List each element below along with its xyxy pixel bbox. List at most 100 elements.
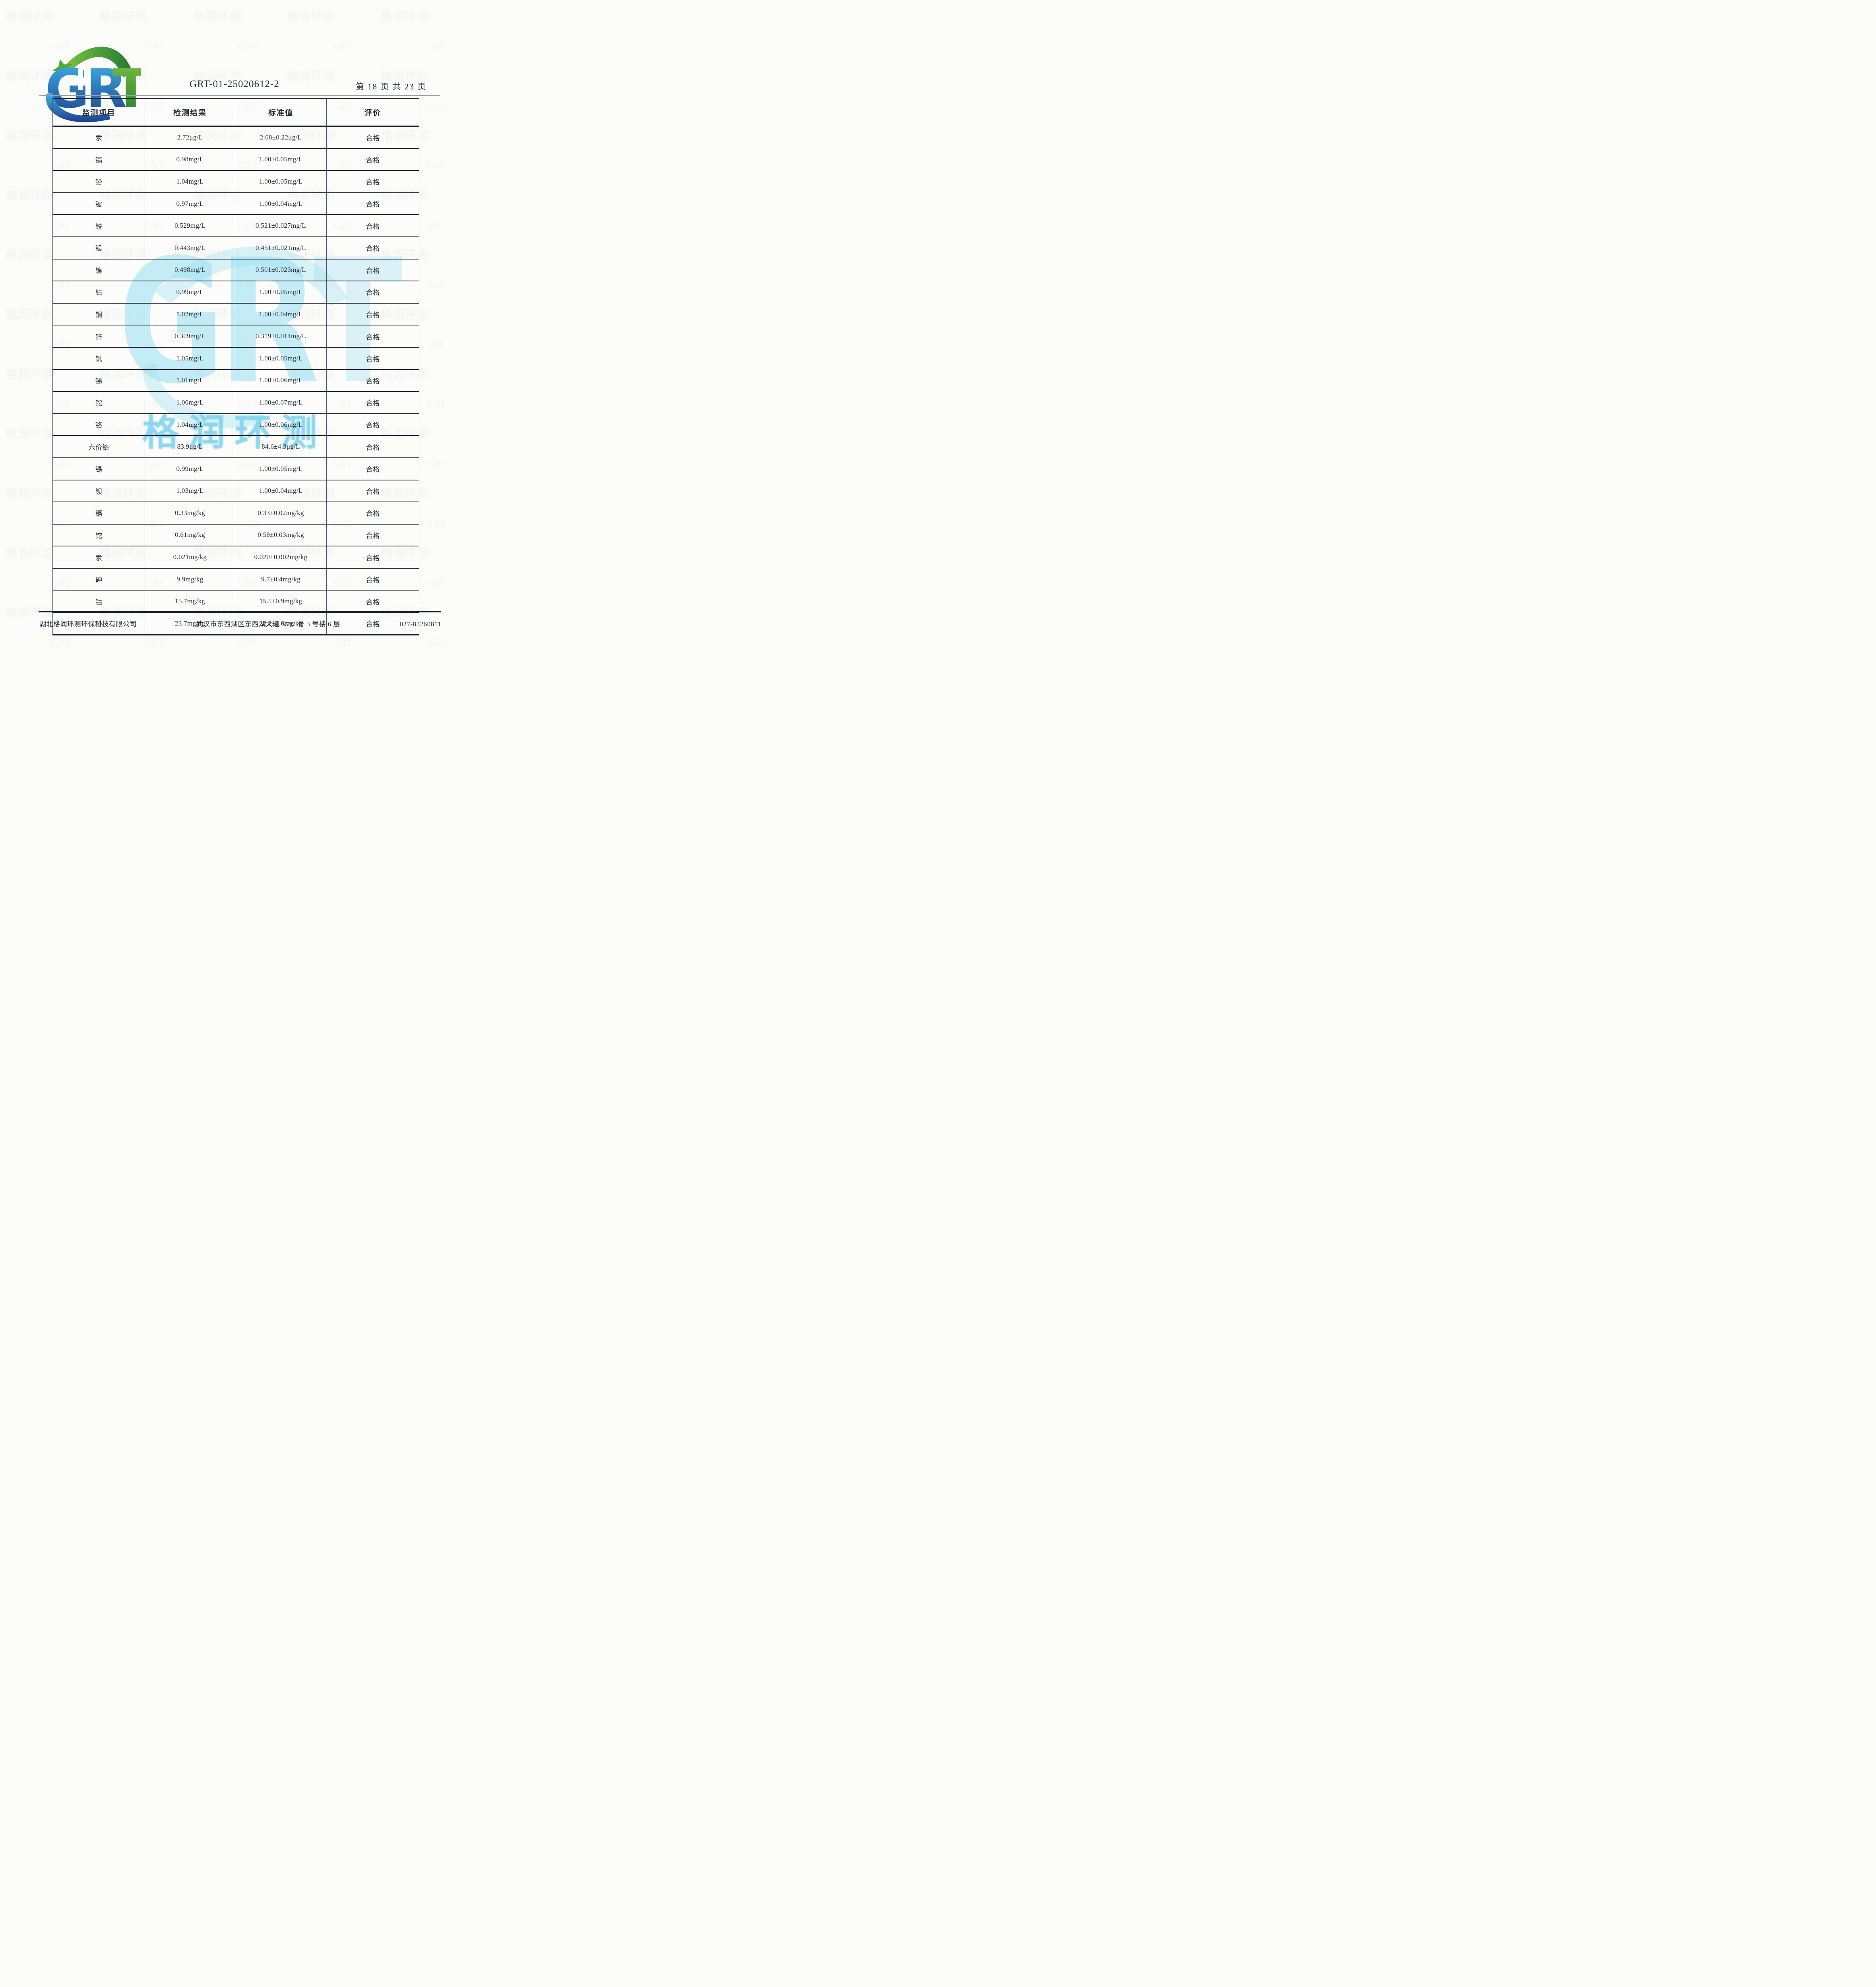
table-row: 钴 0.99mg/L 1.00±0.05mg/L 合格	[52, 281, 419, 304]
evaluation: 合格	[326, 347, 419, 370]
table-row: 锌 0.309mg/L 0.319±0.014mg/L 合格	[52, 325, 419, 348]
standard-value: 0.33±0.02mg/kg	[235, 502, 327, 525]
table-row: 汞 0.021mg/kg 0.020±0.002mg/kg 合格	[52, 546, 419, 569]
item-name: 镍	[52, 259, 145, 282]
col-header-evaluation: 评价	[326, 98, 419, 127]
table-row: 锑 1.01mg/L 1.00±0.06mg/L 合格	[52, 369, 419, 392]
standard-value: 1.00±0.04mg/L	[235, 480, 327, 503]
item-name: 铜	[52, 303, 145, 326]
table-row: 砷 9.9mg/kg 9.7±0.4mg/kg 合格	[52, 568, 419, 591]
result-value: 9.9mg/kg	[145, 568, 235, 591]
table-row: 锡 0.99mg/L 1.00±0.05mg/L 合格	[52, 457, 419, 480]
report-code: GRT-01-25020612-2	[190, 79, 279, 89]
item-name: 铊	[52, 391, 145, 414]
table-row: 镍 0.498mg/L 0.501±0.023mg/L 合格	[52, 259, 419, 282]
logo-star-icon	[52, 59, 73, 77]
item-name: 铬	[52, 413, 145, 436]
table-row: 钒 1.05mg/L 1.00±0.05mg/L 合格	[52, 347, 419, 370]
result-value: 1.06mg/L	[145, 391, 235, 414]
evaluation: 合格	[326, 236, 419, 260]
standard-value: 0.58±0.03mg/kg	[235, 524, 327, 547]
standard-value: 1.00±0.05mg/L	[235, 148, 327, 171]
evaluation: 合格	[326, 524, 419, 547]
evaluation: 合格	[326, 170, 419, 193]
result-value: 0.309mg/L	[145, 325, 235, 348]
standard-value: 1.00±0.04mg/L	[235, 303, 327, 326]
evaluation: 合格	[326, 413, 419, 436]
standard-value: 1.00±0.07mg/L	[235, 391, 327, 414]
table-row: 汞 2.72μg/L 2.68±0.22μg/L 合格	[52, 126, 419, 149]
item-name: 钴	[52, 281, 145, 304]
result-value: 0.99mg/L	[145, 281, 235, 304]
item-name: 六价铬	[52, 436, 145, 458]
evaluation: 合格	[326, 546, 419, 569]
standard-value: 1.00±0.05mg/L	[235, 281, 327, 304]
result-value: 0.443mg/L	[145, 236, 235, 260]
item-name: 镉	[52, 502, 145, 525]
result-value: 0.61mg/kg	[145, 524, 235, 547]
footer-phone: 027-83260811	[399, 620, 441, 628]
item-name: 钒	[52, 347, 145, 370]
evaluation: 合格	[326, 612, 419, 635]
table-row: 铬 1.04mg/L 1.00±0.06mg/L 合格	[52, 413, 419, 436]
standard-value: 9.7±0.4mg/kg	[235, 568, 327, 591]
item-name: 铅	[52, 170, 145, 193]
evaluation: 合格	[326, 568, 419, 591]
result-value: 1.05mg/L	[145, 347, 235, 370]
evaluation: 合格	[326, 303, 419, 326]
result-value: 1.01mg/L	[145, 369, 235, 392]
evaluation: 合格	[326, 192, 419, 215]
result-value: 2.72μg/L	[145, 126, 235, 149]
evaluation: 合格	[326, 502, 419, 525]
result-value: 15.7mg/kg	[145, 590, 235, 613]
evaluation: 合格	[326, 325, 419, 348]
table-row: 铁 0.529mg/L 0.521±0.027mg/L 合格	[52, 215, 419, 237]
standard-value: 0.451±0.021mg/L	[235, 236, 327, 260]
page-number: 第 18 页 共 23 页	[355, 82, 426, 91]
result-value: 1.04mg/L	[145, 170, 235, 193]
footer-company: 湖北格润环测环保科技有限公司	[39, 620, 137, 628]
standard-value: 1.00±0.06mg/L	[235, 369, 327, 392]
results-table: 监测项目 检测结果 标准值 评价 汞 2.72μg/L 2.68±0.22μg/L 合…	[52, 98, 419, 635]
standard-value: 1.00±0.06mg/L	[235, 413, 327, 436]
item-name: 镉	[52, 148, 145, 171]
standard-value: 2.68±0.22μg/L	[235, 126, 327, 149]
result-value: 0.99mg/L	[145, 457, 235, 480]
report-page: GR T GRT-01-25020612-2 第 18 页 共 23 页 监测项…	[0, 0, 469, 662]
item-name: 砷	[52, 568, 145, 591]
table-row: 镉 0.33mg/kg 0.33±0.02mg/kg 合格	[52, 502, 419, 525]
item-name: 锌	[52, 325, 145, 348]
result-value: 0.97mg/L	[145, 192, 235, 215]
result-value: 0.498mg/L	[145, 259, 235, 282]
result-value: 23.7mg/kg	[145, 612, 235, 635]
result-value: 1.04mg/L	[145, 413, 235, 436]
footer-address: 武汉市东西湖区东西湖大道 5597 号 3 号楼 6 层	[196, 620, 340, 628]
col-header-item: 监测项目	[52, 98, 145, 127]
evaluation: 合格	[326, 281, 419, 304]
standard-value: 0.501±0.023mg/L	[235, 259, 327, 282]
standard-value: 84.6±4.3μg/L	[235, 436, 327, 458]
item-name: 钡	[52, 480, 145, 503]
standard-value: 1.00±0.05mg/L	[235, 347, 327, 370]
table-row: 铊 0.61mg/kg 0.58±0.03mg/kg 合格	[52, 524, 419, 547]
col-header-result: 检测结果	[145, 98, 235, 127]
evaluation: 合格	[326, 148, 419, 171]
evaluation: 合格	[326, 436, 419, 458]
table-row: 钡 1.03mg/L 1.00±0.04mg/L 合格	[52, 480, 419, 503]
result-value: 0.021mg/kg	[145, 546, 235, 569]
evaluation: 合格	[326, 215, 419, 237]
table-row: 铜 1.02mg/L 1.00±0.04mg/L 合格	[52, 303, 419, 326]
standard-value: 15.5±0.9mg/kg	[235, 590, 327, 613]
evaluation: 合格	[326, 457, 419, 480]
table-row: 铅 23.7mg/kg 22.2±1.6mg/kg 合格	[53, 612, 419, 635]
item-name: 锡	[52, 457, 145, 480]
result-value: 0.33mg/kg	[145, 502, 235, 525]
standard-value: 1.00±0.05mg/L	[235, 457, 327, 480]
item-name: 锑	[52, 369, 145, 392]
item-name: 钴	[52, 590, 145, 613]
evaluation: 合格	[326, 391, 419, 414]
standard-value: 1.00±0.04mg/L	[235, 192, 327, 215]
evaluation: 合格	[326, 369, 419, 392]
evaluation: 合格	[326, 259, 419, 282]
scan-artifact-rule	[39, 95, 440, 96]
